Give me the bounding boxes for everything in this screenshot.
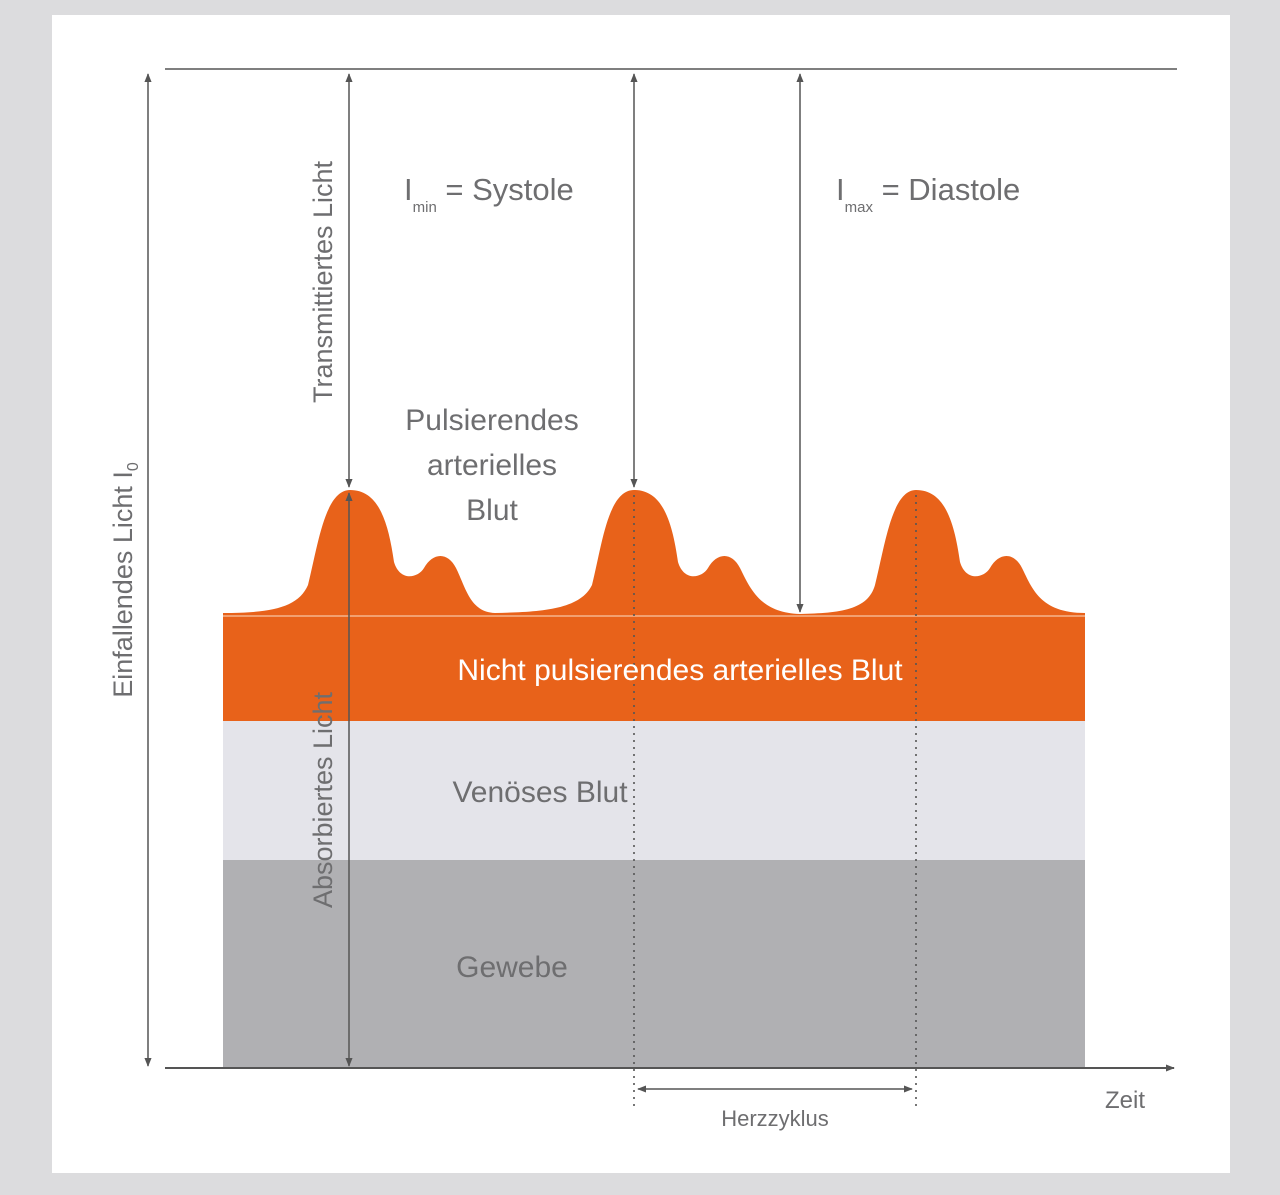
imin-equation: = Systole [437,172,574,207]
pulsing-blood-line2: arterielles [427,449,557,482]
venous-blood-layer [223,720,1085,860]
imin-main: I [404,172,413,207]
imax-main: I [836,172,845,207]
absorbed-light-label: Absorbiertes Licht [308,691,338,908]
imax-diastole-label: Imax = Diastole [836,172,1020,216]
incident-light-main: Einfallendes Licht I [108,471,138,698]
pulsing-blood-line1: Pulsierendes [405,404,578,437]
incident-light-label: Einfallendes Licht I0 [108,462,142,698]
heart-cycle-label: Herzzyklus [721,1106,829,1131]
imax-equation: = Diastole [873,172,1020,207]
non-pulsing-arterial-layer [223,617,1085,721]
transmitted-light-label: Transmittiertes Licht [308,160,338,403]
incident-light-subscript: 0 [125,462,142,471]
non-pulsing-blood-label: Nicht pulsierendes arterielles Blut [457,654,903,687]
imin-systole-label: Imin = Systole [404,172,574,216]
venous-blood-label: Venöses Blut [452,776,628,809]
imax-subscript: max [845,199,874,216]
pulsing-arterial-wave [223,490,1085,617]
imin-subscript: min [413,199,437,216]
tissue-label: Gewebe [456,951,568,984]
time-label: Zeit [1105,1087,1145,1114]
tissue-layer [223,860,1085,1068]
pulsing-blood-line3: Blut [466,494,518,527]
